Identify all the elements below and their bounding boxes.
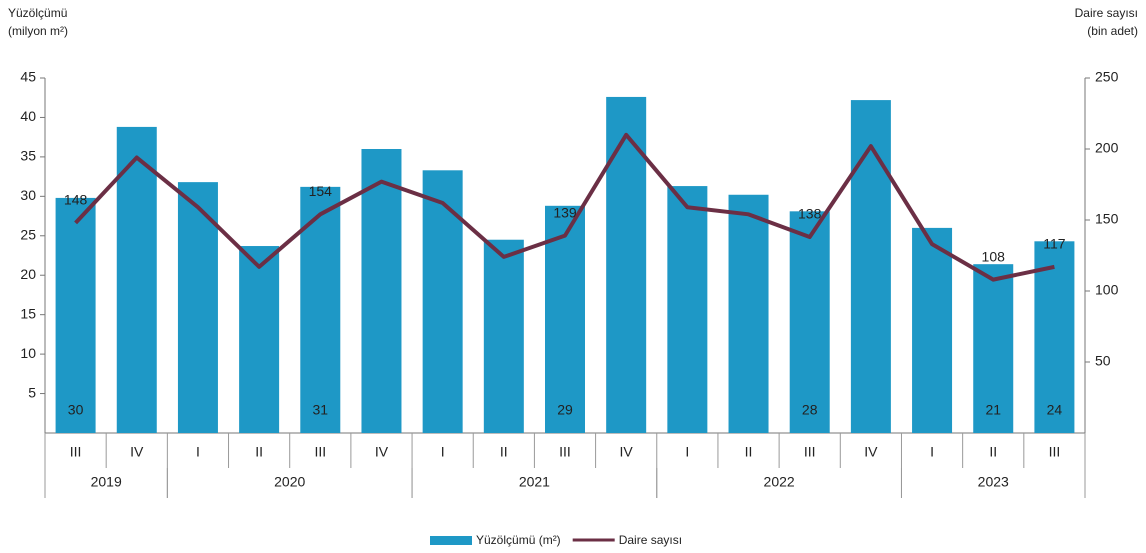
y-tick-label: 10 bbox=[20, 345, 36, 361]
line-value-label: 148 bbox=[64, 192, 88, 208]
bar bbox=[116, 126, 157, 434]
y-axis-title: Yüzölçümü bbox=[8, 6, 67, 20]
line-value-label: 138 bbox=[798, 206, 822, 222]
y-tick-label: 40 bbox=[20, 108, 36, 124]
x-tick-label: II bbox=[500, 444, 508, 460]
group-label: 2021 bbox=[519, 474, 550, 490]
x-tick-label: I bbox=[685, 444, 689, 460]
x-tick-label: II bbox=[989, 444, 997, 460]
y-tick-label: 20 bbox=[20, 266, 36, 282]
bar bbox=[545, 205, 585, 433]
y-axis-title: (milyon m²) bbox=[8, 24, 68, 38]
y2-axis-title: (bin adet) bbox=[1087, 24, 1138, 38]
line-value-label: 139 bbox=[553, 204, 577, 220]
x-tick-label: I bbox=[930, 444, 934, 460]
bar bbox=[483, 239, 524, 433]
line-value-label: 154 bbox=[309, 183, 333, 199]
bar-value-label: 21 bbox=[985, 402, 1001, 418]
bar bbox=[177, 182, 218, 433]
x-tick-label: IV bbox=[620, 444, 634, 460]
y-tick-label: 35 bbox=[20, 148, 36, 164]
line bbox=[74, 132, 1055, 282]
x-tick-label: II bbox=[255, 444, 263, 460]
bar-value-label: 28 bbox=[802, 402, 818, 418]
group-label: 2023 bbox=[978, 474, 1009, 490]
legend-label: Yüzölçümü (m²) bbox=[476, 533, 561, 547]
y-tick-label: 5 bbox=[28, 384, 36, 400]
y-tick-label: 15 bbox=[20, 305, 36, 321]
bar bbox=[667, 186, 708, 433]
y2-tick-label: 150 bbox=[1095, 211, 1119, 227]
y-tick-label: 45 bbox=[20, 69, 36, 85]
y2-axis-title: Daire sayısı bbox=[1075, 6, 1138, 20]
x-tick-label: III bbox=[1049, 444, 1061, 460]
bar bbox=[1034, 241, 1075, 433]
bar-value-label: 24 bbox=[1047, 402, 1063, 418]
bar bbox=[361, 149, 402, 433]
y2-tick-label: 250 bbox=[1095, 69, 1119, 85]
line-value-label: 117 bbox=[1043, 236, 1066, 252]
bar-value-label: 30 bbox=[68, 402, 84, 418]
x-tick-label: III bbox=[314, 444, 326, 460]
line-value-label: 108 bbox=[982, 248, 1006, 264]
legend-swatch bbox=[430, 536, 472, 545]
x-tick-label: I bbox=[441, 444, 445, 460]
group-label: 2019 bbox=[91, 474, 122, 490]
bar bbox=[55, 197, 96, 433]
group-label: 2020 bbox=[274, 474, 305, 490]
bar bbox=[789, 211, 830, 433]
bar bbox=[422, 170, 463, 434]
y-tick-label: 30 bbox=[20, 187, 36, 203]
group-label: 2022 bbox=[764, 474, 795, 490]
bar bbox=[912, 227, 953, 433]
x-tick-label: III bbox=[804, 444, 816, 460]
bar bbox=[850, 100, 891, 433]
bar bbox=[728, 194, 769, 433]
x-tick-label: IV bbox=[375, 444, 389, 460]
y2-tick-label: 50 bbox=[1095, 353, 1111, 369]
bar-value-label: 31 bbox=[313, 402, 329, 418]
y2-tick-label: 200 bbox=[1095, 140, 1119, 156]
y2-tick-label: 100 bbox=[1095, 282, 1119, 298]
x-tick-label: IV bbox=[130, 444, 144, 460]
x-tick-label: II bbox=[745, 444, 753, 460]
legend-label: Daire sayısı bbox=[619, 533, 682, 547]
x-tick-label: I bbox=[196, 444, 200, 460]
x-tick-label: IV bbox=[864, 444, 878, 460]
bar-value-label: 29 bbox=[557, 402, 573, 418]
bar bbox=[973, 264, 1014, 433]
bar bbox=[239, 246, 280, 433]
bar bbox=[606, 96, 647, 433]
y-tick-label: 25 bbox=[20, 226, 36, 242]
x-tick-label: III bbox=[70, 444, 82, 460]
x-tick-label: III bbox=[559, 444, 571, 460]
